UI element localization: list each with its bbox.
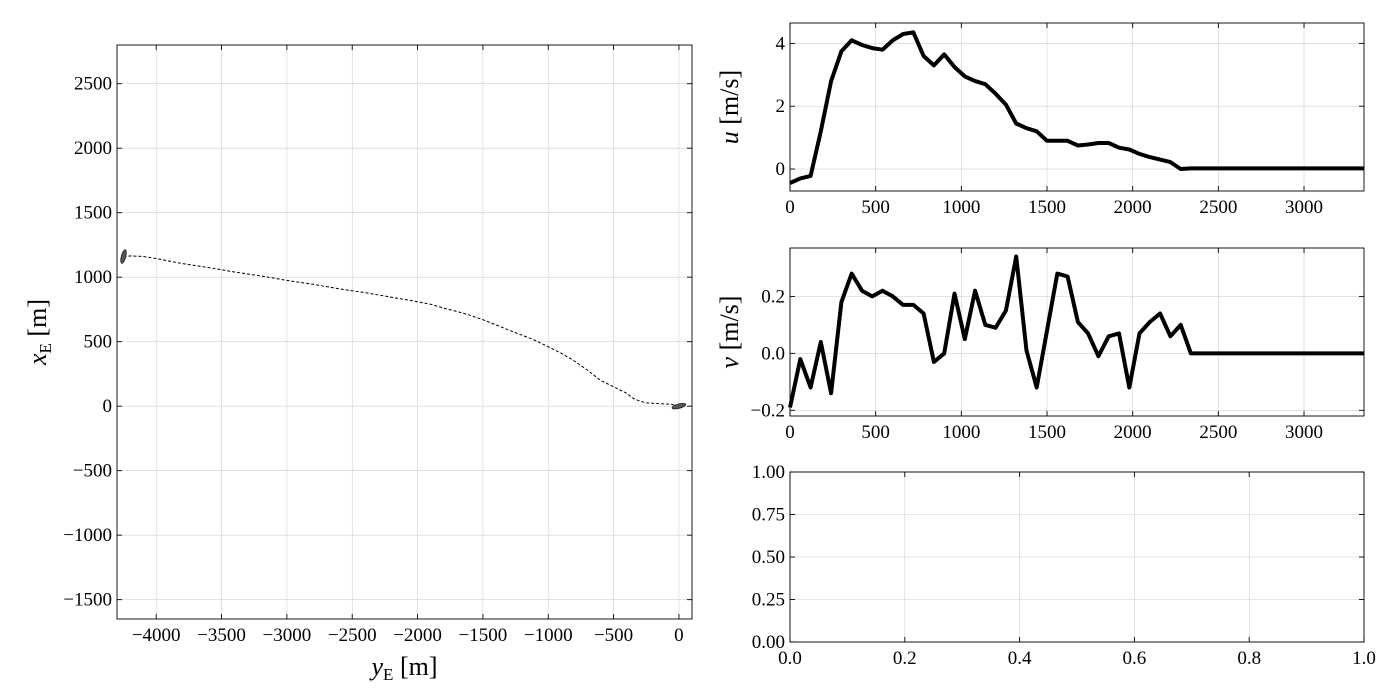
x-tick-label: 2000 (1114, 197, 1152, 218)
x-tick-label: −3500 (197, 625, 246, 646)
panel-empty: 0.0 0.2 0.4 0.6 0.8 1.0 0.00 0.25 0.50 0.75 1.00 (752, 462, 1376, 669)
x-tick-label: −2000 (393, 625, 442, 646)
x-tick-label: 1000 (942, 422, 980, 443)
y-axis-label: xE [m] (23, 299, 55, 366)
ship-end-marker (120, 249, 127, 264)
y-tick-label: −500 (73, 461, 112, 482)
x-tick-label: 3000 (1285, 197, 1323, 218)
plot-frame (789, 22, 1365, 192)
y-tick-label: −1000 (63, 525, 112, 546)
x-tick-label: 500 (861, 197, 890, 218)
x-tick-label: −2500 (328, 625, 377, 646)
panel-trajectory: −4000 −3500 −3000 −2500 −2000 −1500 −1000 −500 0… (23, 44, 693, 684)
y-tick-label: 2500 (74, 74, 112, 95)
series-line-v (788, 254, 1364, 408)
ship-start-marker (671, 402, 687, 410)
x-tick-label: −3000 (263, 625, 312, 646)
series-line-trajectory (123, 255, 680, 407)
y-tick-label: 0.50 (752, 547, 785, 568)
x-tick-label: 0.0 (778, 648, 802, 669)
x-tick-label: 2500 (1199, 422, 1237, 443)
y-axis-label: u [m/s] (715, 70, 744, 144)
y-tick-label: 4 (776, 33, 786, 54)
x-tick-label: 0.6 (1123, 648, 1147, 669)
y-tick-label: 1000 (74, 267, 112, 288)
y-tick-label: 0.0 (761, 343, 785, 364)
x-tick-label: −500 (594, 625, 633, 646)
x-tick-label: 0.8 (1237, 648, 1261, 669)
x-tick-label: −1500 (459, 625, 508, 646)
x-tick-label: 1500 (1028, 197, 1066, 218)
x-tick-label: 0.2 (893, 648, 917, 669)
y-tick-label: 2000 (74, 138, 112, 159)
x-axis-label: yE [m] (369, 652, 438, 684)
x-tick-label: −4000 (132, 625, 181, 646)
y-tick-label: 0.00 (752, 632, 785, 653)
y-tick-label: 0.75 (752, 505, 785, 526)
x-tick-label: 1500 (1028, 422, 1066, 443)
x-tick-label: 1.0 (1352, 648, 1376, 669)
x-tick-label: 2500 (1199, 197, 1237, 218)
plot-frame (789, 247, 1365, 417)
panel-v: 0 500 1000 1500 2000 2500 3000 −0.2 0.0 0.2 v [m/s… (715, 247, 1365, 443)
plot-frame (116, 44, 693, 620)
y-tick-label: 0 (103, 396, 113, 417)
y-tick-label: 1.00 (752, 462, 785, 483)
x-tick-label: 0 (785, 197, 795, 218)
x-tick-label: 500 (861, 422, 890, 443)
y-tick-label: 0 (776, 159, 786, 180)
y-tick-label: −1500 (63, 590, 112, 611)
x-tick-label: 0 (674, 625, 684, 646)
x-tick-label: −1000 (524, 625, 573, 646)
y-tick-label: 0.25 (752, 590, 785, 611)
x-tick-label: 2000 (1114, 422, 1152, 443)
y-tick-label: 500 (84, 332, 113, 353)
y-axis-label: v [m/s] (715, 296, 744, 369)
y-tick-label: 0.2 (761, 286, 785, 307)
x-tick-label: 1000 (942, 197, 980, 218)
panel-u: 0 500 1000 1500 2000 2500 3000 0 2 4 u [m/s] (715, 22, 1365, 218)
x-tick-label: 0 (785, 422, 795, 443)
series-line-u (789, 30, 1364, 185)
y-tick-label: −0.2 (751, 400, 785, 421)
y-tick-label: 1500 (74, 203, 112, 224)
x-tick-label: 3000 (1285, 422, 1323, 443)
x-tick-label: 0.4 (1008, 648, 1032, 669)
y-tick-label: 2 (776, 96, 786, 117)
